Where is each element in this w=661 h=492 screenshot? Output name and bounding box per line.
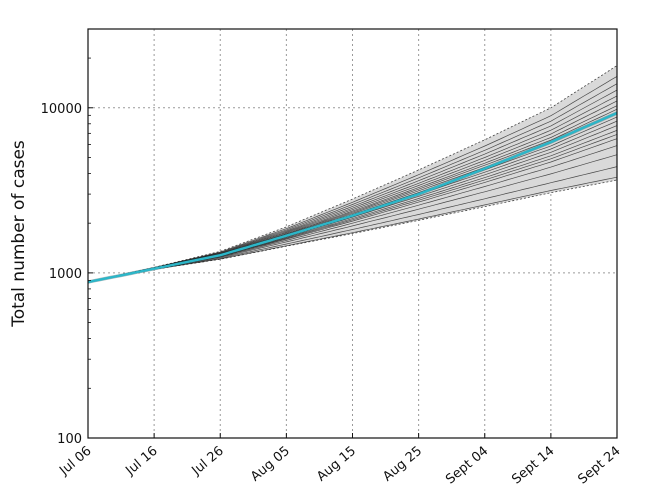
ensemble-line: [87, 176, 618, 283]
y-tick-label: 1000: [49, 267, 82, 282]
y-tick-label: 10000: [41, 102, 82, 117]
ensemble-line: [87, 166, 618, 283]
mean-line-group: [87, 111, 618, 284]
grid: [88, 29, 617, 438]
ensemble-line: [87, 76, 618, 283]
mean-line: [87, 111, 618, 284]
y-axis-title: Total number of cases: [9, 140, 29, 328]
y-axis-ticks: 100 1000 10000: [41, 28, 93, 447]
band-area: [88, 65, 617, 283]
y-tick-label: 100: [57, 432, 82, 447]
